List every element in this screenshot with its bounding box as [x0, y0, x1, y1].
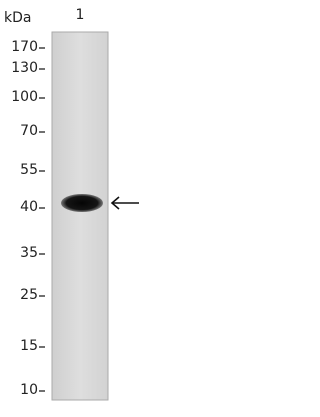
blot-lane	[51, 31, 109, 401]
marker-label: 35	[20, 245, 38, 261]
marker-label: 15	[20, 338, 38, 354]
arrow	[110, 196, 139, 210]
western-blot: kDa 1 170 130 100 70 55 40 35 25 15 10	[4, 7, 139, 401]
marker-label: 25	[20, 287, 38, 303]
unit-label: kDa	[4, 10, 31, 26]
marker-label: 40	[20, 199, 38, 215]
marker-label: 55	[20, 162, 38, 178]
marker-label: 130	[11, 60, 38, 76]
lane-label: 1	[76, 7, 85, 23]
marker-label: 100	[11, 89, 38, 105]
protein-band	[61, 194, 103, 212]
marker-label: 10	[20, 382, 38, 398]
marker-label: 170	[11, 39, 38, 55]
marker-label: 70	[20, 123, 38, 139]
